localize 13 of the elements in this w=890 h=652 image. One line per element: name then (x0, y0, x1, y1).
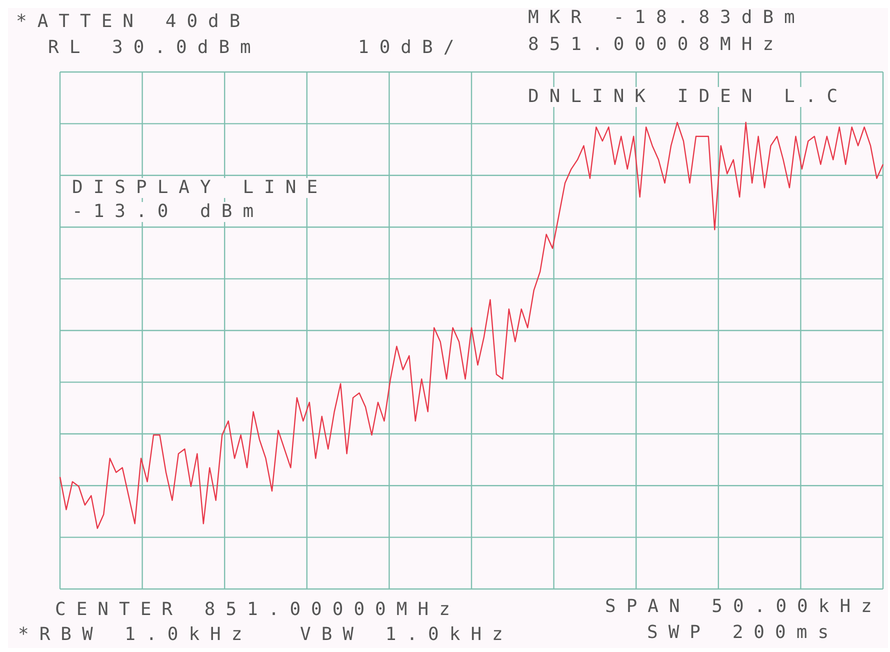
text: CENTER 851.00000MHz (55, 599, 460, 620)
annotation: DISPLAY LINE (72, 177, 328, 198)
text: 851.00008MHz (528, 34, 784, 55)
annotation: -13.0 dBm (72, 201, 264, 222)
text: VBW 1.0kHz (300, 624, 514, 645)
text: *RBW 1.0kHz (18, 624, 253, 645)
text: DNLINK IDEN L.C (528, 86, 848, 107)
text: SPAN 50.00kHz (605, 596, 882, 617)
text: *ATTEN 40dB (16, 11, 251, 32)
text: 10dB/ (358, 37, 465, 58)
text: SWP 200ms (647, 622, 840, 643)
text: MKR -18.83dBm (528, 7, 806, 28)
text: RL 30.0dBm (48, 37, 262, 58)
